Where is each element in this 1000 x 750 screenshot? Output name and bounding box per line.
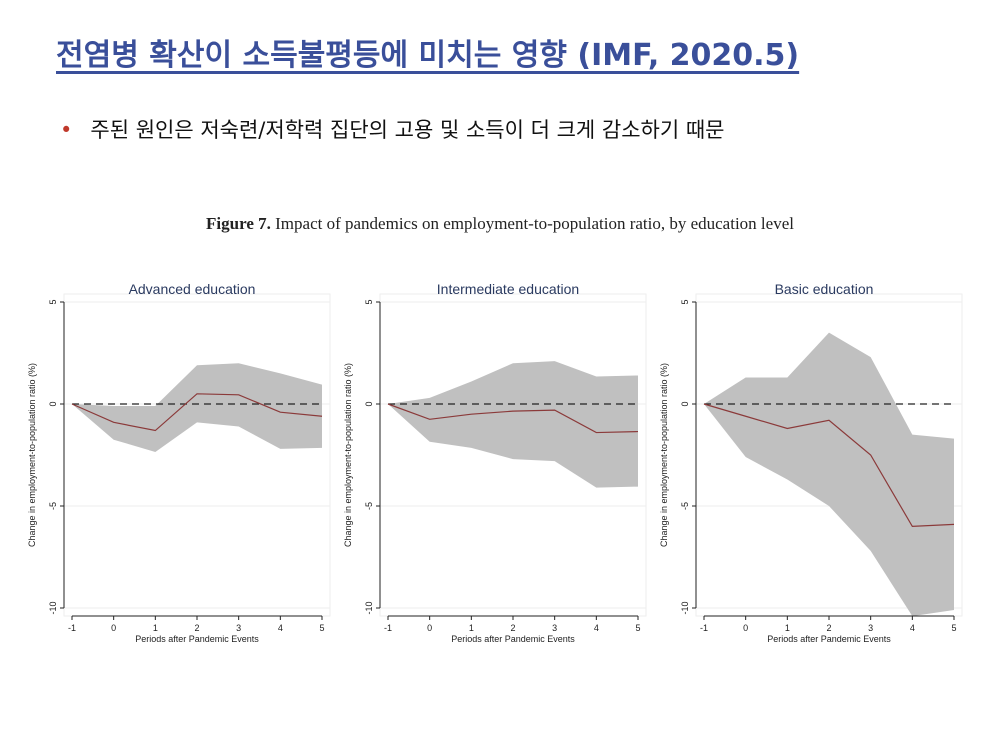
chart-background	[22, 272, 340, 652]
x-tick-label: 0	[743, 623, 748, 633]
y-axis-label: Change in employment-to-population ratio…	[343, 363, 353, 547]
bullet-text: 주된 원인은 저숙련/저학력 집단의 고용 및 소득이 더 크게 감소하기 때문	[90, 118, 725, 142]
x-axis-label: Periods after Pandemic Events	[451, 634, 575, 644]
x-tick-label: 2	[194, 623, 199, 633]
x-tick-label: 1	[153, 623, 158, 633]
y-axis-label: Change in employment-to-population ratio…	[27, 363, 37, 547]
x-tick-label: 0	[427, 623, 432, 633]
x-tick-label: 3	[552, 623, 557, 633]
panel-title: Basic education	[775, 281, 874, 297]
bullet-marker: •	[60, 118, 73, 142]
x-tick-label: 3	[236, 623, 241, 633]
confidence-band	[388, 361, 638, 488]
x-tick-label: 2	[826, 623, 831, 633]
y-tick-label: 5	[680, 299, 690, 304]
y-tick-label: -10	[680, 601, 690, 614]
y-tick-label: -5	[48, 502, 58, 510]
bullet-item: • 주된 원인은 저숙련/저학력 집단의 고용 및 소득이 더 크게 감소하기 때…	[60, 114, 725, 144]
x-tick-label: 5	[319, 623, 324, 633]
y-tick-label: -5	[364, 502, 374, 510]
y-tick-label: 0	[680, 401, 690, 406]
y-tick-label: -5	[680, 502, 690, 510]
y-axis-label: Change in employment-to-population ratio…	[659, 363, 669, 547]
x-tick-label: 4	[278, 623, 283, 633]
estimate-line	[387, 403, 639, 434]
y-tick-label: 5	[48, 299, 58, 304]
y-tick-label: -10	[364, 601, 374, 614]
x-tick-label: 4	[910, 623, 915, 633]
figure-caption: Figure 7. Impact of pandemics on employm…	[0, 214, 1000, 234]
estimate-line	[71, 393, 323, 432]
panel-title: Advanced education	[129, 281, 256, 297]
x-tick-label: -1	[68, 623, 76, 633]
figure-title: Impact of pandemics on employment-to-pop…	[275, 214, 794, 233]
estimate-line	[703, 403, 955, 528]
x-tick-label: 2	[510, 623, 515, 633]
confidence-band	[72, 363, 322, 452]
x-tick-label: 1	[469, 623, 474, 633]
x-tick-label: -1	[700, 623, 708, 633]
y-tick-label: 5	[364, 299, 374, 304]
x-axis-label: Periods after Pandemic Events	[135, 634, 259, 644]
x-tick-label: 5	[635, 623, 640, 633]
y-tick-label: 0	[48, 401, 58, 406]
x-tick-label: 1	[785, 623, 790, 633]
x-axis-label: Periods after Pandemic Events	[767, 634, 891, 644]
y-tick-label: 0	[364, 401, 374, 406]
x-tick-label: 3	[868, 623, 873, 633]
x-tick-label: -1	[384, 623, 392, 633]
x-tick-label: 0	[111, 623, 116, 633]
slide-title: 전염병 확산이 소득불평등에 미치는 영향 (IMF, 2020.5)	[56, 38, 800, 73]
x-tick-label: 5	[951, 623, 956, 633]
y-tick-label: -10	[48, 601, 58, 614]
panel-title: Intermediate education	[437, 281, 579, 297]
x-tick-label: 4	[594, 623, 599, 633]
figure-label: Figure 7.	[206, 214, 271, 233]
